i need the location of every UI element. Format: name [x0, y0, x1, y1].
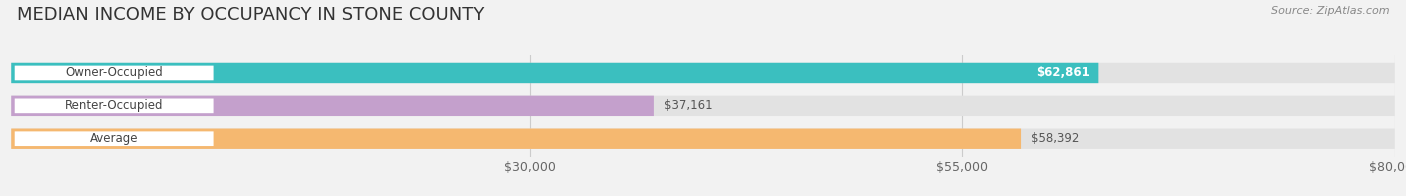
FancyBboxPatch shape [11, 129, 1021, 149]
FancyBboxPatch shape [11, 129, 1395, 149]
Text: $62,861: $62,861 [1036, 66, 1090, 79]
Text: Renter-Occupied: Renter-Occupied [65, 99, 163, 112]
Text: $58,392: $58,392 [1032, 132, 1080, 145]
Text: Owner-Occupied: Owner-Occupied [65, 66, 163, 79]
FancyBboxPatch shape [14, 66, 214, 80]
Text: MEDIAN INCOME BY OCCUPANCY IN STONE COUNTY: MEDIAN INCOME BY OCCUPANCY IN STONE COUN… [17, 6, 484, 24]
FancyBboxPatch shape [11, 63, 1098, 83]
Text: Average: Average [90, 132, 138, 145]
Text: $37,161: $37,161 [664, 99, 713, 112]
Text: Source: ZipAtlas.com: Source: ZipAtlas.com [1271, 6, 1389, 16]
FancyBboxPatch shape [14, 131, 214, 146]
FancyBboxPatch shape [11, 96, 654, 116]
FancyBboxPatch shape [11, 63, 1395, 83]
FancyBboxPatch shape [11, 96, 1395, 116]
FancyBboxPatch shape [14, 99, 214, 113]
